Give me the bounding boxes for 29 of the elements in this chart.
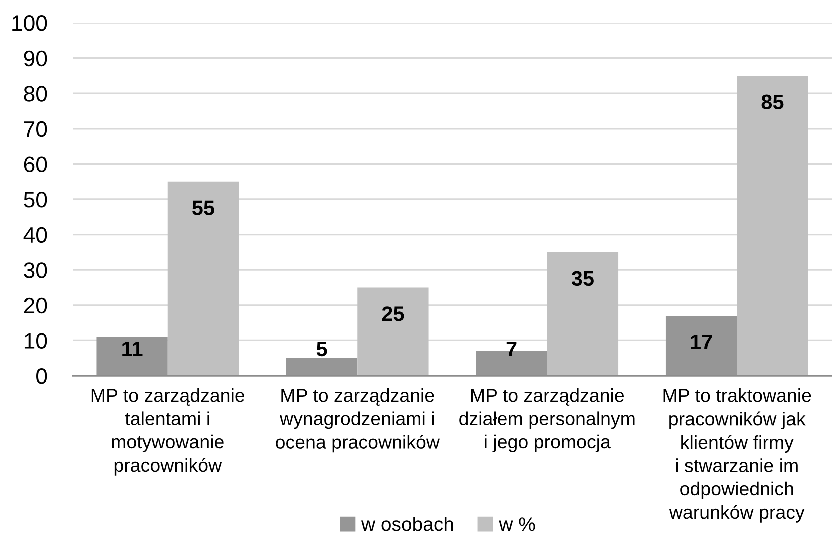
y-tick-label: 30 <box>24 262 48 278</box>
x-tick-label: MP to zarządzanie wynagrodzeniami i ocena pracowników <box>276 388 440 453</box>
data-label: 55 <box>192 200 214 216</box>
y-tick-label: 100 <box>12 16 48 32</box>
bar <box>358 288 429 376</box>
y-tick-label: 0 <box>36 368 48 384</box>
data-label: 17 <box>691 335 712 350</box>
bar <box>168 182 240 376</box>
y-tick-label: 10 <box>24 333 48 349</box>
data-label: 85 <box>762 94 784 110</box>
legend-label: w % <box>499 518 536 532</box>
data-label: 7 <box>506 342 517 356</box>
x-tick-label: MP to zarządzanie talentami i motywowanie pracowników <box>92 388 245 476</box>
y-tick-label: 20 <box>24 298 48 314</box>
y-tick-label: 50 <box>24 192 48 208</box>
data-label: 35 <box>572 271 594 286</box>
y-tick-label: 90 <box>24 50 48 67</box>
y-tick-label: 60 <box>24 156 48 172</box>
y-tick-label: 70 <box>24 121 48 138</box>
y-tick-label: 80 <box>24 86 48 102</box>
legend-label: w osobach <box>361 516 454 532</box>
x-tick-label: MP to traktowanie pracowników jak klientów firmy i stwarzanie im odpowiednich warunków pracy <box>664 388 812 523</box>
x-tick-label: MP to zarządzanie działem personalnym i jego promocja <box>460 388 635 452</box>
bar <box>547 252 619 376</box>
bar <box>737 76 808 376</box>
data-label: 11 <box>122 342 143 356</box>
y-tick-label: 40 <box>24 227 48 244</box>
data-label: 25 <box>382 306 404 322</box>
data-label: 5 <box>316 342 328 357</box>
